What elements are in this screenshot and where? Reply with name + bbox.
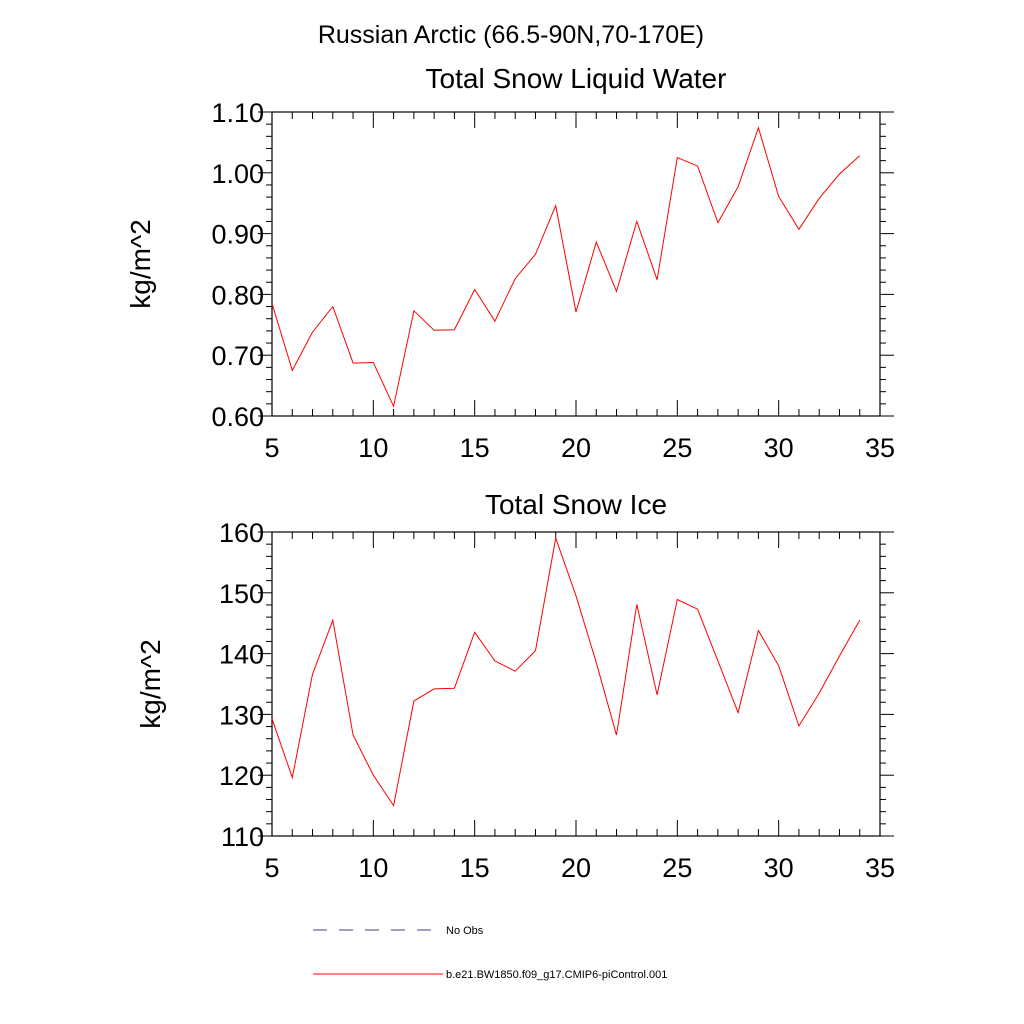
y-axis-label: kg/m^2	[125, 219, 156, 308]
x-tick-label: 10	[358, 433, 388, 463]
x-tick-label: 5	[264, 433, 279, 463]
plot-frame	[271, 531, 881, 837]
x-tick-label: 15	[460, 433, 490, 463]
x-tick-label: 20	[561, 433, 591, 463]
figure-title: Russian Arctic (66.5-90N,70-170E)	[318, 21, 704, 49]
y-tick-label: 0.70	[211, 341, 264, 371]
plot-frame	[271, 111, 881, 417]
y-tick-label: 160	[219, 518, 264, 548]
x-tick-label: 20	[561, 853, 591, 883]
axis-ticks: 5 10 15 20 25 30 35 0.60 0.70 0.80 0.90 1.00 1.10	[211, 98, 895, 463]
chart-title: Total Snow Ice	[485, 489, 667, 520]
x-tick-label: 5	[264, 853, 279, 883]
axis-ticks: 5 10 15 20 25 30 35 110 120 130 140 150 160	[219, 518, 895, 883]
y-tick-label: 1.10	[211, 98, 264, 128]
x-tick-label: 25	[662, 433, 692, 463]
x-tick-label: 30	[764, 853, 794, 883]
x-tick-label: 10	[358, 853, 388, 883]
plot-marks	[271, 126, 861, 408]
y-tick-label: 150	[219, 579, 264, 609]
legend-label-no-obs: No Obs	[446, 925, 484, 937]
y-tick-label: 1.00	[211, 159, 264, 189]
x-tick-label: 35	[865, 433, 895, 463]
y-tick-label: 140	[219, 640, 264, 670]
series-line	[271, 126, 861, 408]
y-axis-label: kg/m^2	[135, 639, 166, 728]
y-tick-label: 0.60	[211, 402, 264, 432]
chart-snow-ice: Total Snow Ice kg/m^2 5 10 15 20 25 30 35 110 12…	[135, 489, 895, 883]
y-tick-label: 0.80	[211, 280, 264, 310]
x-tick-label: 35	[865, 853, 895, 883]
y-tick-label: 0.90	[211, 220, 264, 250]
x-tick-label: 15	[460, 853, 490, 883]
y-tick-label: 110	[221, 822, 264, 852]
plot-marks	[271, 536, 861, 807]
y-tick-label: 120	[219, 761, 264, 791]
x-tick-label: 30	[764, 433, 794, 463]
chart-liquid-water: Total Snow Liquid Water kg/m^2 5 10 15 20 25…	[125, 63, 895, 463]
x-tick-label: 25	[662, 853, 692, 883]
series-line	[271, 536, 861, 807]
legend-label-model: b.e21.BW1850.f09_g17.CMIP6-piControl.001	[446, 969, 667, 981]
chart-title: Total Snow Liquid Water	[426, 63, 727, 94]
y-tick-label: 130	[219, 700, 264, 730]
legend: No Obs b.e21.BW1850.f09_g17.CMIP6-piCont…	[313, 925, 667, 981]
